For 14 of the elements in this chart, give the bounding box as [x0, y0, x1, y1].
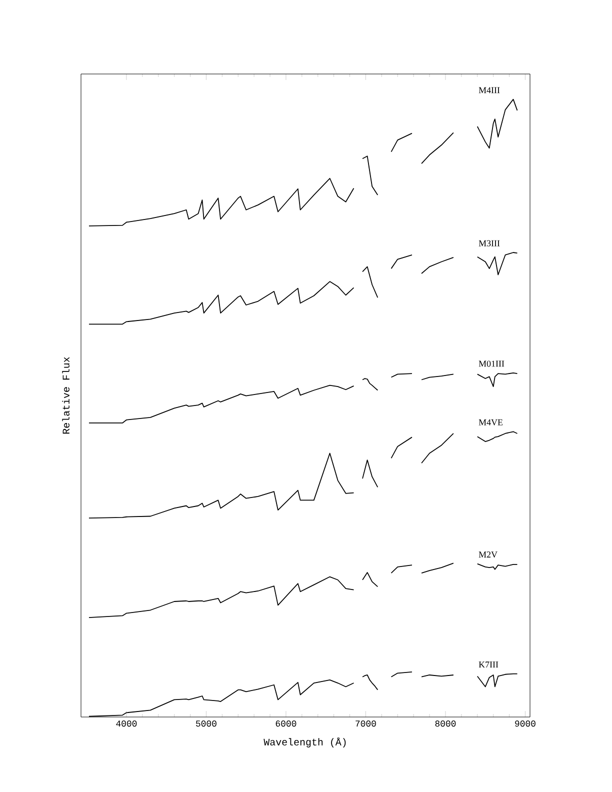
- series-label: M2V: [478, 552, 498, 558]
- series-label: M01III: [478, 360, 504, 367]
- x-tick-label: 5000: [196, 720, 216, 727]
- x-tick-label: 7000: [356, 720, 376, 727]
- x-tick-label: 8000: [435, 720, 456, 727]
- x-tick-label: 9000: [515, 720, 536, 727]
- x-axis-title: Wavelength (Å): [264, 737, 346, 748]
- series-label: M4III: [478, 87, 500, 94]
- y-axis-title: Relative Flux: [62, 357, 70, 434]
- series-label: M4VE: [478, 419, 503, 426]
- x-tick-label: 4000: [116, 720, 137, 727]
- series-label: M3III: [478, 240, 500, 246]
- x-tick-label: 6000: [276, 720, 296, 727]
- series-label: K7III: [478, 662, 498, 668]
